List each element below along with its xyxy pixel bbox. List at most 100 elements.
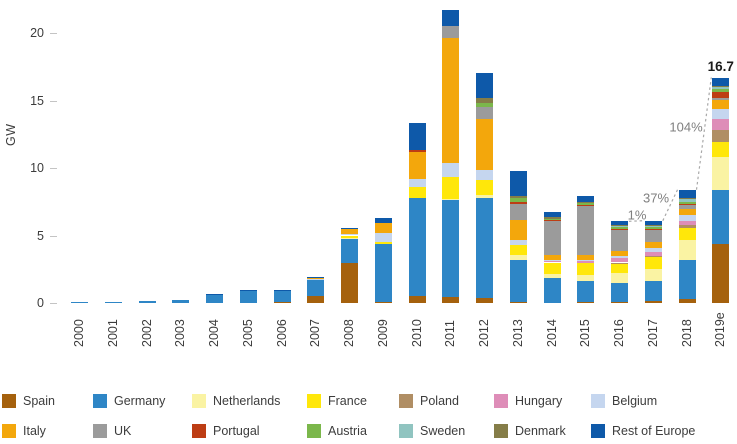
legend-swatch-uk: [93, 424, 107, 438]
bar-segment-spain-2013: [509, 301, 527, 303]
legend-label-portugal: Portugal: [213, 424, 260, 438]
legend-label-sweden: Sweden: [420, 424, 466, 438]
y-axis-tick-mark-0: [50, 303, 57, 304]
bar-segment-spain-2016: [611, 302, 628, 303]
bar-segment-france-2017: [644, 256, 662, 269]
bar-segment-belgium-2019e: [712, 108, 730, 120]
legend-label-austria: Austria: [328, 424, 367, 438]
legend-swatch-denmark: [494, 424, 508, 438]
bar-segment-sweden-2019e: [712, 86, 730, 89]
legend-swatch-spain: [2, 394, 16, 408]
bar-segment-netherlands-2019e: [712, 157, 730, 190]
bar-segment-italy-2018: [678, 209, 696, 216]
bar-segment-austria-2014: [543, 219, 561, 220]
y-axis-tick-label-10: 10: [30, 161, 44, 175]
bar-segment-netherlands-2018: [678, 240, 696, 261]
bar-segment-germany-2002: [138, 301, 156, 303]
legend-swatch-hungary: [494, 394, 508, 408]
x-axis-label-2010: 2010: [409, 319, 424, 347]
legend-swatch-france: [307, 394, 321, 408]
bar-segment-france-2019e: [712, 141, 730, 158]
bar-segment-belgium-2007: [307, 278, 325, 280]
legend-label-germany: Germany: [114, 394, 166, 408]
bar-segment-germany-2019e: [712, 189, 730, 244]
bar-segment-germany-2010: [408, 198, 426, 297]
bar-segment-netherlands-2014: [543, 273, 561, 279]
bar-segment-austria-2016: [611, 226, 628, 229]
bar-segment-sweden-2017: [644, 226, 662, 227]
bar-segment-sweden-2018: [678, 199, 696, 202]
bar-segment-spain-2012: [476, 298, 493, 303]
bar-segment-poland-2016: [611, 262, 628, 264]
bar-segment-hungary-2018: [678, 221, 696, 226]
bar-segment-rest-of-europe-2011: [442, 10, 460, 27]
bar-segment-austria-2013: [509, 198, 527, 203]
legend-label-denmark: Denmark: [515, 424, 566, 438]
bar-segment-portugal-2015: [577, 204, 595, 206]
legend-swatch-belgium: [591, 394, 605, 408]
bar-segment-austria-2019e: [712, 89, 730, 93]
y-axis-tick-label-0: 0: [37, 296, 44, 310]
bar-segment-spain-2010: [408, 296, 426, 303]
y-axis-tick-label-5: 5: [37, 228, 44, 243]
bar-segment-rest-of-europe-2019e: [712, 77, 730, 86]
bar-segment-belgium-2012: [476, 170, 493, 181]
x-axis-label-2014: 2014: [544, 319, 559, 347]
bar-segment-france-2008: [341, 235, 358, 238]
x-axis-label-2006: 2006: [274, 319, 289, 347]
bar-segment-spain-2015: [577, 302, 595, 303]
bar-segment-italy-2016: [611, 250, 628, 256]
legend-swatch-netherlands: [192, 394, 206, 408]
bar-segment-spain-2017: [644, 301, 662, 303]
growth-label-2017: 1%: [627, 207, 647, 223]
bar-segment-rest-of-europe-2015: [577, 195, 595, 202]
bar-segment-denmark-2012: [476, 98, 493, 104]
legend-label-italy: Italy: [23, 424, 46, 438]
legend-swatch-poland: [399, 394, 413, 408]
bar-segment-italy-2006: [273, 289, 291, 291]
bar-segment-spain-2019e: [712, 243, 730, 303]
bar-segment-germany-2008: [341, 238, 358, 264]
bar-segment-portugal-2013: [509, 202, 527, 204]
bar-segment-germany-2000: [71, 302, 88, 303]
bar-segment-belgium-2009: [374, 232, 392, 242]
bar-segment-france-2018: [678, 227, 696, 241]
bar-segment-portugal-2019e: [712, 92, 730, 99]
bar-segment-hungary-2019e: [712, 119, 730, 130]
bar-segment-uk-2015: [577, 205, 595, 256]
y-axis-title: GW: [4, 123, 18, 146]
bar-segment-netherlands-2015: [577, 274, 595, 282]
x-axis-label-2007: 2007: [308, 319, 323, 347]
legend-swatch-rest-of-europe: [591, 424, 605, 438]
bar-segment-uk-2017: [644, 229, 662, 243]
bar-segment-spain-2009: [374, 302, 392, 303]
x-axis-label-2015: 2015: [578, 319, 593, 347]
bar-segment-rest-of-europe-2007: [307, 277, 325, 279]
bar-segment-denmark-2019e: [712, 85, 730, 87]
bar-segment-italy-2014: [543, 255, 561, 260]
bar-segment-uk-2011: [442, 26, 460, 39]
bar-segment-denmark-2017: [644, 225, 662, 227]
bar-segment-austria-2017: [644, 226, 662, 230]
bar-segment-spain-2008: [341, 263, 358, 303]
bar-segment-austria-2015: [577, 202, 595, 205]
bar-segment-belgium-2011: [442, 163, 460, 178]
bar-segment-belgium-2014: [543, 259, 561, 262]
x-axis-label-2005: 2005: [240, 319, 255, 347]
bar-segment-germany-2011: [442, 199, 460, 297]
x-axis-label-2008: 2008: [342, 319, 356, 347]
bar-segment-germany-2017: [644, 281, 662, 302]
legend-label-rest-of-europe: Rest of Europe: [612, 424, 696, 438]
bar-segment-italy-2012: [476, 118, 493, 171]
bar-segment-hungary-2014: [543, 261, 561, 263]
x-axis-label-2009: 2009: [375, 319, 390, 347]
bar-segment-france-2012: [476, 180, 493, 195]
legend-swatch-italy: [2, 424, 16, 438]
bar-segment-italy-2008: [341, 229, 358, 235]
bar-segment-netherlands-2017: [644, 268, 662, 281]
bar-segment-belgium-2016: [611, 255, 628, 259]
x-axis-label-2018: 2018: [679, 319, 694, 347]
x-axis-label-2013: 2013: [510, 319, 525, 347]
bar-segment-rest-of-europe-2009: [374, 217, 392, 223]
bar-segment-germany-2001: [104, 301, 122, 303]
